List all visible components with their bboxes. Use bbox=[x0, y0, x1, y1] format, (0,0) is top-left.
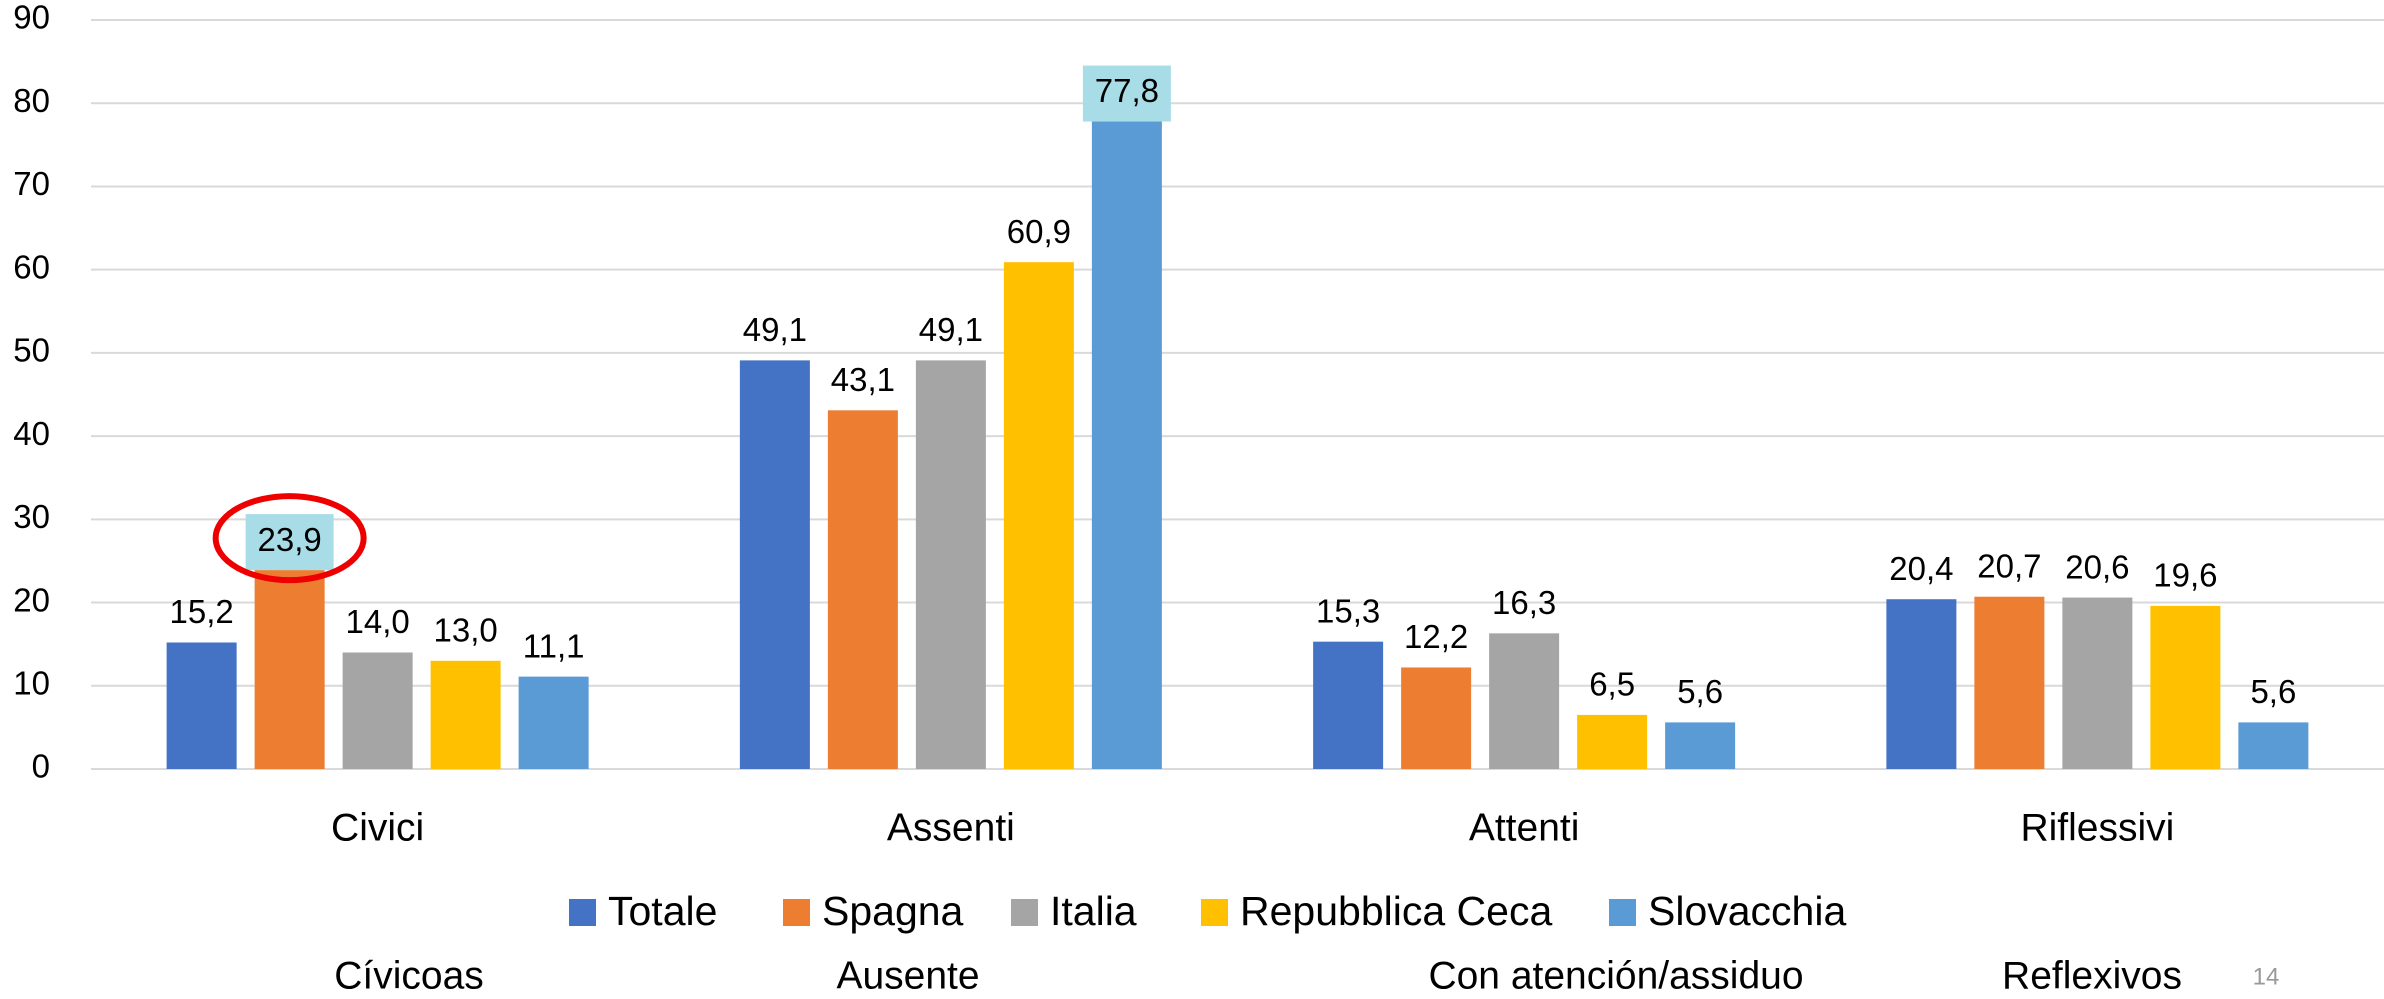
data-label: 5,6 bbox=[1677, 673, 1723, 710]
data-label: 43,1 bbox=[831, 361, 895, 398]
bar bbox=[739, 360, 810, 769]
data-label: 5,6 bbox=[2250, 673, 2296, 710]
bar bbox=[1003, 262, 1074, 769]
data-label: 14,0 bbox=[346, 603, 410, 640]
legend-swatch bbox=[1609, 899, 1636, 926]
page-number: 14 bbox=[2253, 963, 2280, 990]
legend-label: Italia bbox=[1050, 888, 1137, 934]
data-label: 12,2 bbox=[1404, 618, 1468, 655]
legend-swatch bbox=[783, 899, 810, 926]
legend-label: Repubblica Ceca bbox=[1240, 888, 1552, 934]
secondary-label: Reflexivos bbox=[2002, 954, 2182, 997]
y-tick-label: 90 bbox=[13, 0, 50, 36]
y-tick-label: 30 bbox=[13, 498, 50, 535]
data-label: 20,4 bbox=[1889, 550, 1953, 587]
bar bbox=[915, 360, 986, 769]
secondary-label: Cívicoas bbox=[334, 954, 484, 997]
data-label: 15,3 bbox=[1316, 592, 1380, 629]
bar bbox=[518, 676, 589, 769]
secondary-label: Con atención/assiduo bbox=[1428, 954, 1803, 997]
bar bbox=[1974, 596, 2045, 769]
secondary-label: Ausente bbox=[836, 954, 979, 997]
x-tick-label: Civici bbox=[331, 806, 424, 849]
bar bbox=[1313, 641, 1384, 769]
bar bbox=[1886, 599, 1957, 769]
legend-label: Spagna bbox=[822, 888, 964, 934]
data-label: 20,6 bbox=[2065, 548, 2129, 585]
y-tick-label: 0 bbox=[32, 748, 50, 785]
label-highlight bbox=[1082, 65, 1171, 122]
bar bbox=[254, 570, 325, 769]
bar bbox=[342, 652, 413, 769]
y-tick-label: 10 bbox=[13, 664, 50, 701]
bar bbox=[2150, 605, 2221, 769]
legend-label: Totale bbox=[608, 888, 717, 934]
legend-swatch bbox=[1201, 899, 1228, 926]
bar bbox=[2238, 722, 2309, 769]
legend-label: Slovacchia bbox=[1648, 888, 1846, 934]
data-label: 6,5 bbox=[1589, 666, 1635, 703]
y-tick-label: 70 bbox=[13, 165, 50, 202]
bar bbox=[1577, 714, 1648, 769]
bar bbox=[1091, 121, 1162, 769]
label-highlight bbox=[245, 514, 334, 571]
bar bbox=[430, 660, 501, 769]
y-tick-label: 40 bbox=[13, 415, 50, 452]
bar bbox=[1665, 722, 1736, 769]
annotation-circle bbox=[212, 493, 367, 584]
data-label: 16,3 bbox=[1492, 584, 1556, 621]
x-tick-label: Riflessivi bbox=[2020, 806, 2174, 849]
data-label: 49,1 bbox=[919, 311, 983, 348]
x-tick-label: Assenti bbox=[887, 806, 1015, 849]
data-label: 20,7 bbox=[1977, 547, 2041, 584]
bar bbox=[166, 642, 237, 769]
data-label: 49,1 bbox=[743, 311, 807, 348]
y-tick-label: 50 bbox=[13, 332, 50, 369]
data-label: 23,9 bbox=[258, 521, 322, 558]
data-label: 11,1 bbox=[523, 627, 585, 664]
bar bbox=[1489, 633, 1560, 769]
bar bbox=[827, 410, 898, 769]
legend-swatch bbox=[1011, 899, 1038, 926]
bar bbox=[1401, 667, 1472, 769]
data-label: 15,2 bbox=[170, 593, 234, 630]
data-label: 77,8 bbox=[1095, 72, 1159, 109]
bar bbox=[2062, 597, 2133, 769]
data-label: 13,0 bbox=[434, 612, 498, 649]
data-label: 19,6 bbox=[2153, 557, 2217, 594]
x-tick-label: Attenti bbox=[1469, 806, 1580, 849]
y-tick-label: 80 bbox=[13, 82, 50, 119]
y-tick-label: 60 bbox=[13, 248, 50, 285]
y-tick-label: 20 bbox=[13, 581, 50, 618]
data-label: 60,9 bbox=[1007, 213, 1071, 250]
legend-swatch bbox=[569, 899, 596, 926]
